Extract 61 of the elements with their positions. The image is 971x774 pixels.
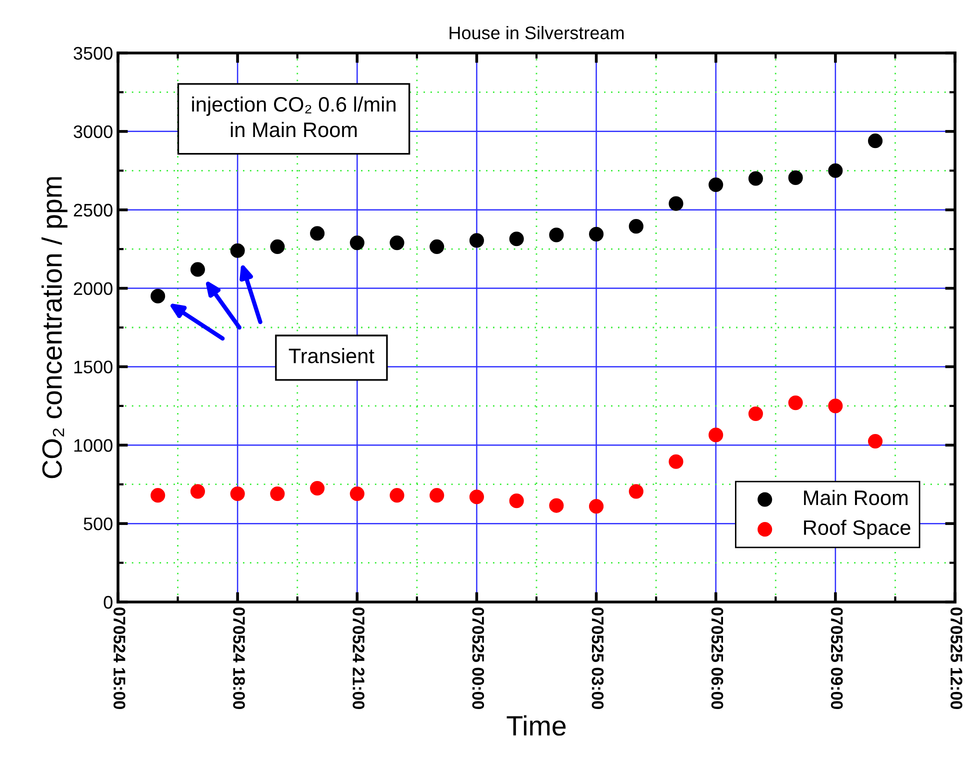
point	[469, 233, 484, 248]
point	[788, 170, 803, 185]
point	[230, 243, 245, 258]
point	[708, 428, 724, 442]
point	[350, 486, 364, 502]
y-tick-label: 1000	[74, 439, 112, 452]
point	[350, 236, 364, 250]
y-tick-label: 2500	[74, 204, 112, 217]
point	[469, 490, 484, 504]
x-tick-label: 070524 21:00	[352, 608, 364, 710]
point	[310, 226, 325, 241]
point	[270, 239, 285, 254]
point	[549, 498, 564, 513]
point	[748, 406, 763, 422]
y-tick-label: 2000	[74, 282, 112, 296]
point	[708, 177, 724, 192]
point	[668, 454, 684, 469]
chart-title: House in Silverstream	[450, 26, 624, 40]
point	[748, 171, 763, 186]
point	[788, 396, 803, 410]
x-tick-label: 070524 15:00	[114, 608, 126, 710]
point	[828, 398, 843, 414]
y-tick-label: 3000	[74, 125, 112, 138]
point	[190, 262, 205, 277]
point	[509, 232, 524, 246]
x-tick-label: 070524 18:00	[233, 608, 245, 710]
x-tick-label: 070525 06:00	[711, 608, 724, 710]
x-tick-label: 070525 03:00	[592, 608, 604, 710]
point	[390, 488, 404, 503]
point	[828, 163, 843, 178]
point	[230, 486, 245, 502]
annotation: injection CO₂ 0.6 l/min in Main Room	[192, 96, 396, 138]
point	[868, 434, 883, 449]
y-tick-label: 0	[104, 596, 112, 609]
y-axis-title: CO₂ concentration / ppm	[42, 177, 68, 478]
point	[589, 226, 604, 242]
point	[549, 228, 564, 242]
x-tick-label: 070525 12:00	[950, 608, 962, 710]
point	[430, 239, 444, 254]
annotation: Transient	[288, 348, 374, 364]
point	[390, 236, 404, 250]
point	[668, 196, 684, 211]
point	[150, 488, 166, 503]
point	[310, 480, 325, 496]
y-tick-label: 3500	[74, 46, 112, 60]
point	[270, 486, 285, 502]
point	[509, 494, 524, 508]
legend-label: Main Room	[804, 490, 908, 506]
point	[868, 134, 883, 148]
legend-label: Roof Space	[804, 520, 910, 540]
x-tick-label: 070525 09:00	[830, 608, 843, 710]
point	[589, 499, 604, 514]
x-axis-title: Time	[506, 715, 566, 736]
y-tick-label: 1500	[74, 360, 112, 374]
point	[628, 219, 644, 234]
point	[430, 488, 444, 503]
point	[628, 484, 644, 499]
x-tick-label: 070525 00:00	[472, 608, 484, 710]
point	[190, 484, 205, 499]
point	[150, 288, 166, 304]
y-tick-label: 500	[84, 518, 112, 530]
